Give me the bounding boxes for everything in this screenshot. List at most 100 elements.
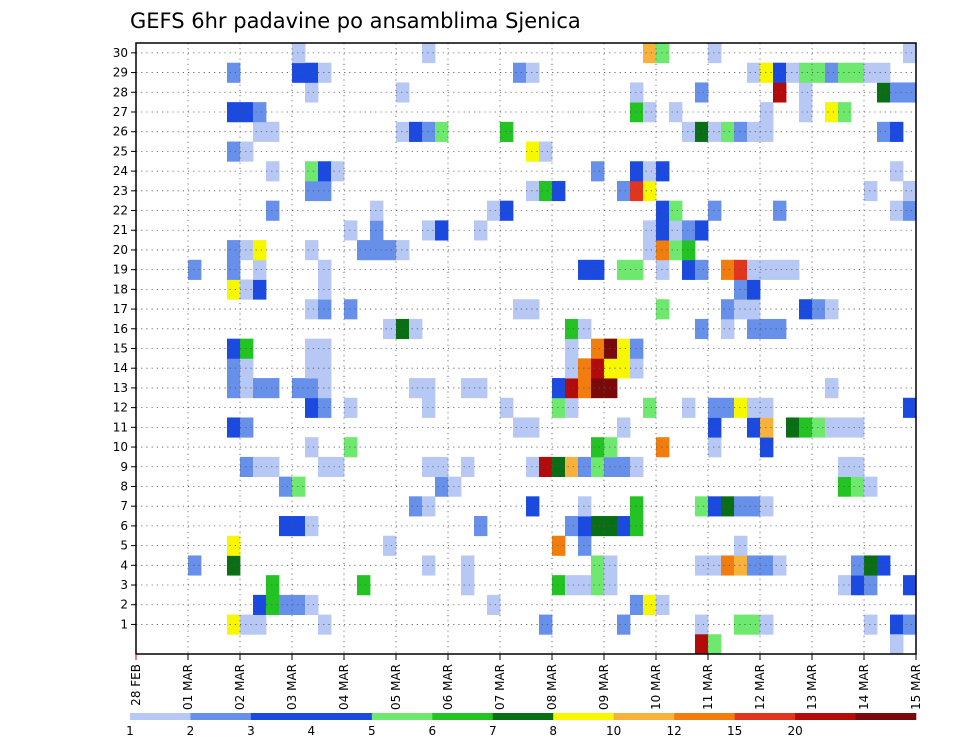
heatmap-cell: [240, 614, 254, 635]
heatmap-cell: [617, 456, 631, 478]
heatmap-cell: [396, 240, 410, 261]
heatmap-cell: [591, 259, 605, 280]
heatmap-cell: [552, 535, 566, 556]
heatmap-cell: [695, 259, 709, 280]
colorbar-swatch: [855, 713, 917, 720]
colorbar-label: 20: [787, 724, 802, 738]
heatmap-cell: [825, 102, 839, 123]
y-tick-label: 7: [120, 499, 128, 513]
colorbar-swatch: [311, 713, 373, 720]
heatmap-cell: [227, 535, 241, 556]
heatmap-cell: [305, 240, 319, 261]
heatmap-cell: [695, 121, 709, 142]
heatmap-cell: [617, 417, 631, 438]
heatmap-cell: [656, 437, 670, 458]
heatmap-cell: [396, 121, 410, 142]
heatmap-cell: [630, 180, 644, 202]
heatmap-cell: [422, 220, 436, 241]
heatmap-cell: [786, 417, 800, 438]
heatmap-cell: [318, 358, 332, 379]
heatmap-cell: [266, 594, 280, 615]
heatmap-cell: [318, 378, 332, 399]
heatmap-cell: [721, 121, 735, 142]
heatmap-cell: [578, 535, 592, 556]
heatmap-cell: [240, 141, 254, 162]
heatmap-cell: [708, 417, 722, 438]
heatmap-cell: [578, 516, 592, 537]
heatmap-cell: [903, 575, 917, 596]
colorbar-label: 1: [126, 724, 134, 738]
heatmap-cell: [240, 338, 254, 359]
heatmap-cell: [734, 555, 748, 576]
x-tick-label: 13 MAR: [805, 664, 819, 710]
heatmap-cell: [305, 299, 319, 320]
y-tick-label: 10: [113, 440, 128, 454]
heatmap-cell: [760, 437, 774, 458]
y-tick-label: 4: [120, 558, 128, 572]
heatmap-cell: [851, 555, 865, 576]
heatmap-cell: [331, 161, 345, 182]
heatmap-cell: [552, 397, 566, 418]
heatmap-cell: [240, 240, 254, 261]
heatmap-cell: [552, 575, 566, 596]
heatmap-cell: [266, 161, 280, 182]
heatmap-cell: [643, 102, 657, 123]
x-tick-label: 28 FEB: [129, 664, 143, 706]
heatmap-cell: [760, 397, 774, 418]
heatmap-cell: [682, 259, 696, 280]
heatmap-cell: [747, 121, 761, 142]
y-tick-label: 17: [113, 302, 128, 316]
heatmap-cell: [760, 259, 774, 280]
y-tick-label: 27: [113, 105, 128, 119]
grid-lines: [136, 43, 916, 654]
x-tick-label: 05 MAR: [389, 664, 403, 710]
heatmap-cell: [864, 476, 878, 497]
heatmap-cell: [747, 318, 761, 340]
heatmap-cell: [890, 200, 904, 221]
heatmap-cell: [747, 614, 761, 635]
heatmap-cell: [396, 82, 410, 103]
heatmap-cell: [721, 555, 735, 576]
heatmap-cell: [409, 496, 423, 517]
heatmap-cell: [825, 378, 839, 399]
heatmap-cell: [630, 82, 644, 103]
heatmap-cell: [318, 299, 332, 320]
heatmap-cell: [526, 456, 540, 478]
heatmap-cell: [734, 299, 748, 320]
colorbar-label: 5: [368, 724, 376, 738]
heatmap-cell: [682, 220, 696, 241]
heatmap-cell: [565, 378, 579, 399]
heatmap-cell: [565, 516, 579, 537]
x-tick-label: 07 MAR: [493, 664, 507, 710]
heatmap-cell: [591, 516, 605, 537]
heatmap-cell: [604, 358, 618, 379]
heatmap-cell: [318, 279, 332, 300]
heatmap-cell: [903, 43, 917, 64]
heatmap-cell: [890, 614, 904, 635]
heatmap-cell: [734, 496, 748, 517]
heatmap-cell: [890, 161, 904, 182]
heatmap-cell: [227, 358, 241, 379]
heatmap-cell: [695, 496, 709, 517]
heatmap-cell: [318, 180, 332, 202]
heatmap-cell: [344, 437, 358, 458]
heatmap-cell: [305, 82, 319, 103]
y-tick-label: 1: [120, 617, 128, 631]
heatmap-cell: [487, 200, 501, 221]
colorbar-label: 6: [428, 724, 436, 738]
colorbar-label: 7: [489, 724, 497, 738]
heatmap-cell: [903, 397, 917, 418]
heatmap-cell: [240, 456, 254, 478]
heatmap-cell: [318, 614, 332, 635]
heatmap-cell: [292, 378, 306, 399]
heatmap-cell: [526, 141, 540, 162]
heatmap-cell: [708, 437, 722, 458]
heatmap-cell: [253, 121, 267, 142]
y-axis-ticks: 1234567891011121314151617181920212223242…: [113, 46, 136, 631]
heatmap-cell: [643, 240, 657, 261]
heatmap-cell: [266, 121, 280, 142]
heatmap-cell: [487, 594, 501, 615]
heatmap-cell: [734, 279, 748, 300]
heatmap-cell: [578, 496, 592, 517]
heatmap-cell: [695, 82, 709, 103]
